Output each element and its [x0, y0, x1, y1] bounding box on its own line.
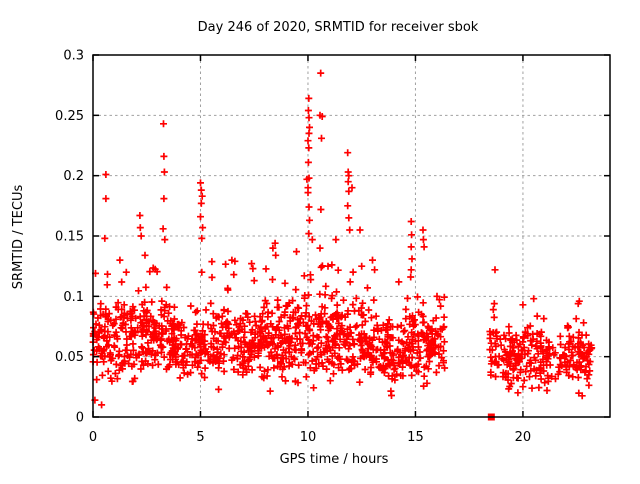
x-axis-label: GPS time / hours: [280, 452, 389, 467]
svg-text:0.05: 0.05: [55, 350, 84, 365]
svg-text:10: 10: [300, 430, 317, 445]
y-axis-label: SRMTID / TECUs: [11, 185, 26, 290]
svg-text:0.2: 0.2: [63, 169, 84, 184]
svg-text:20: 20: [515, 430, 532, 445]
svg-text:0.1: 0.1: [63, 290, 84, 305]
svg-text:0: 0: [89, 430, 97, 445]
svg-text:15: 15: [407, 430, 424, 445]
svg-text:0.15: 0.15: [55, 230, 84, 245]
svg-text:0.25: 0.25: [55, 109, 84, 124]
x-tick-labels: 0 5 10 15 20: [89, 430, 531, 445]
svg-text:0.3: 0.3: [63, 49, 84, 64]
y-tick-labels: 0 0.05 0.1 0.15 0.2 0.25 0.3: [55, 49, 84, 426]
chart-title: Day 246 of 2020, SRMTID for receiver sbo…: [198, 20, 479, 35]
axis-ticks: [92, 54, 610, 418]
data-points: [89, 69, 596, 409]
svg-text:0: 0: [76, 411, 84, 426]
svg-text:5: 5: [196, 430, 204, 445]
